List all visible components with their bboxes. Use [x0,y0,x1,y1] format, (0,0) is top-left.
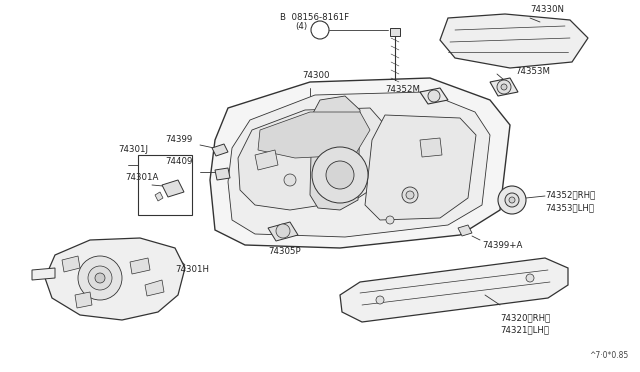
Polygon shape [365,115,476,220]
Polygon shape [145,280,164,296]
Text: 74399+A: 74399+A [482,241,522,250]
Polygon shape [32,268,55,280]
Polygon shape [258,112,370,158]
Polygon shape [212,144,228,156]
Polygon shape [255,150,278,170]
Polygon shape [420,138,442,157]
Circle shape [509,197,515,203]
Text: 74353〈LH〉: 74353〈LH〉 [545,203,594,212]
Polygon shape [162,180,184,197]
Polygon shape [458,225,472,236]
Polygon shape [238,108,385,210]
Polygon shape [390,28,400,36]
Text: (4): (4) [295,22,307,32]
Circle shape [406,191,414,199]
Polygon shape [210,78,510,248]
Circle shape [311,21,329,39]
Text: 74301J: 74301J [118,145,148,154]
Circle shape [402,187,418,203]
Circle shape [501,84,507,90]
Polygon shape [228,92,490,237]
Circle shape [497,80,511,94]
Circle shape [284,174,296,186]
Text: 74301H: 74301H [175,266,209,275]
Polygon shape [440,14,588,68]
Polygon shape [268,222,298,241]
Circle shape [505,193,519,207]
Polygon shape [45,238,185,320]
Circle shape [78,256,122,300]
Polygon shape [130,258,150,274]
Circle shape [312,147,368,203]
Circle shape [526,274,534,282]
Text: B  08156-8161F: B 08156-8161F [280,13,349,22]
Text: B: B [317,26,323,35]
Polygon shape [490,78,518,96]
Polygon shape [75,292,92,308]
Text: 74353M: 74353M [515,67,550,77]
Text: 74330N: 74330N [530,6,564,15]
Text: 74321〈LH〉: 74321〈LH〉 [500,326,549,334]
Polygon shape [340,258,568,322]
Text: 74409: 74409 [165,157,193,167]
Text: 74301A: 74301A [125,173,158,183]
Text: 74399: 74399 [165,135,192,144]
Polygon shape [215,168,230,180]
Text: 74300: 74300 [302,71,330,80]
Circle shape [498,186,526,214]
Text: 74305P: 74305P [268,247,301,257]
Polygon shape [62,256,80,272]
Text: 74352〈RH〉: 74352〈RH〉 [545,190,595,199]
Circle shape [428,90,440,102]
Circle shape [276,224,290,238]
Circle shape [88,266,112,290]
Circle shape [326,161,354,189]
Circle shape [386,216,394,224]
Text: ^7·0*0.85: ^7·0*0.85 [589,351,628,360]
Text: 74320〈RH〉: 74320〈RH〉 [500,314,550,323]
Polygon shape [310,96,360,210]
Text: 74352M: 74352M [385,86,420,94]
Circle shape [95,273,105,283]
Polygon shape [155,192,163,201]
Polygon shape [420,88,448,104]
Circle shape [376,296,384,304]
